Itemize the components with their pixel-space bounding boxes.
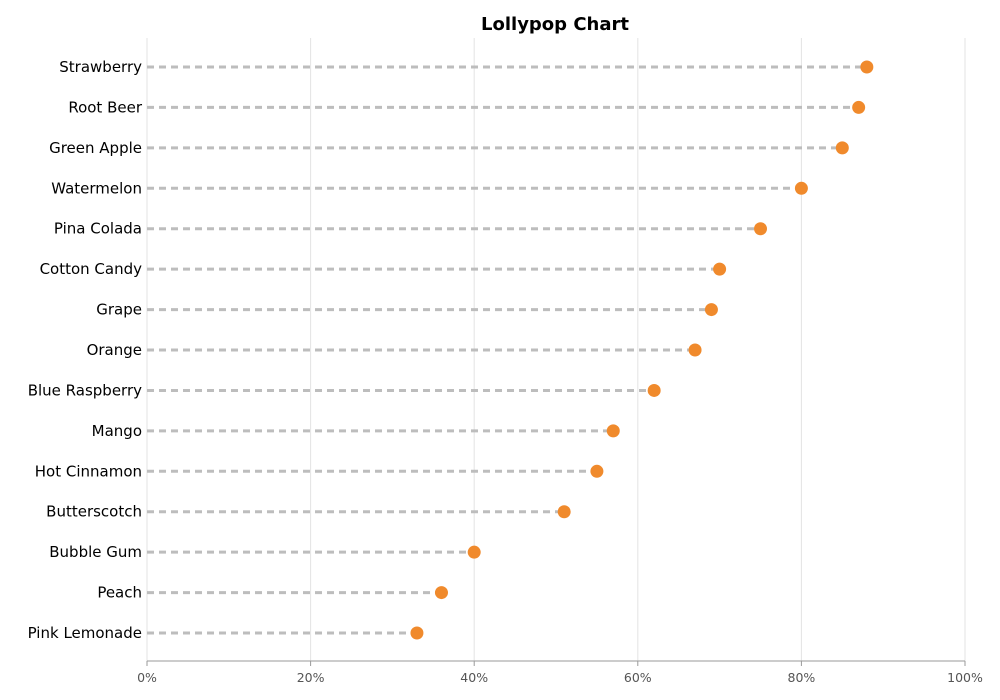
x-tick-label: 100% xyxy=(947,670,983,685)
lollipop-marker xyxy=(590,464,604,478)
x-tick-label: 40% xyxy=(460,670,488,685)
x-tick-label: 60% xyxy=(624,670,652,685)
chart-title: Lollypop Chart xyxy=(481,14,629,35)
lollipop-marker xyxy=(794,181,808,195)
category-labels: Strawberry Root Beer Green Apple Watermelon… xyxy=(28,58,143,642)
category-label: Mango xyxy=(92,422,142,440)
x-tick-label: 80% xyxy=(788,670,816,685)
x-axis-ticks: 0% 20% 40% 60% 80% 100% xyxy=(137,661,983,685)
lollipop-marker xyxy=(557,505,571,519)
lollipop-marker xyxy=(713,262,727,276)
x-tick-label: 20% xyxy=(297,670,325,685)
lollipop-marker xyxy=(688,343,702,357)
lollipop-marker xyxy=(852,100,866,114)
lollipop-marker xyxy=(606,424,620,438)
lollipop-marker xyxy=(434,586,448,600)
category-label: Strawberry xyxy=(59,58,142,76)
category-label: Pink Lemonade xyxy=(28,624,142,642)
category-label: Peach xyxy=(97,584,142,602)
x-tick-label: 0% xyxy=(137,670,157,685)
category-label: Blue Raspberry xyxy=(28,381,142,399)
category-label: Grape xyxy=(96,301,142,319)
lollipop-marker xyxy=(704,303,718,317)
lollipop-marker xyxy=(835,141,849,155)
lollipop-stems xyxy=(147,65,867,635)
lollipop-marker xyxy=(647,383,661,397)
lollipop-marker xyxy=(754,222,767,236)
lollipop-marker xyxy=(467,545,481,559)
category-label: Root Beer xyxy=(68,98,143,116)
lollipop-markers xyxy=(410,60,874,640)
category-label: Orange xyxy=(87,341,142,359)
category-label: Cotton Candy xyxy=(40,260,143,278)
category-label: Hot Cinnamon xyxy=(35,462,142,480)
lollipop-marker xyxy=(410,626,424,640)
category-label: Butterscotch xyxy=(46,503,142,521)
category-label: Watermelon xyxy=(51,179,142,197)
lollipop-marker xyxy=(860,60,874,74)
category-label: Pina Colada xyxy=(54,220,142,238)
category-label: Bubble Gum xyxy=(49,543,142,561)
category-label: Green Apple xyxy=(49,139,142,157)
